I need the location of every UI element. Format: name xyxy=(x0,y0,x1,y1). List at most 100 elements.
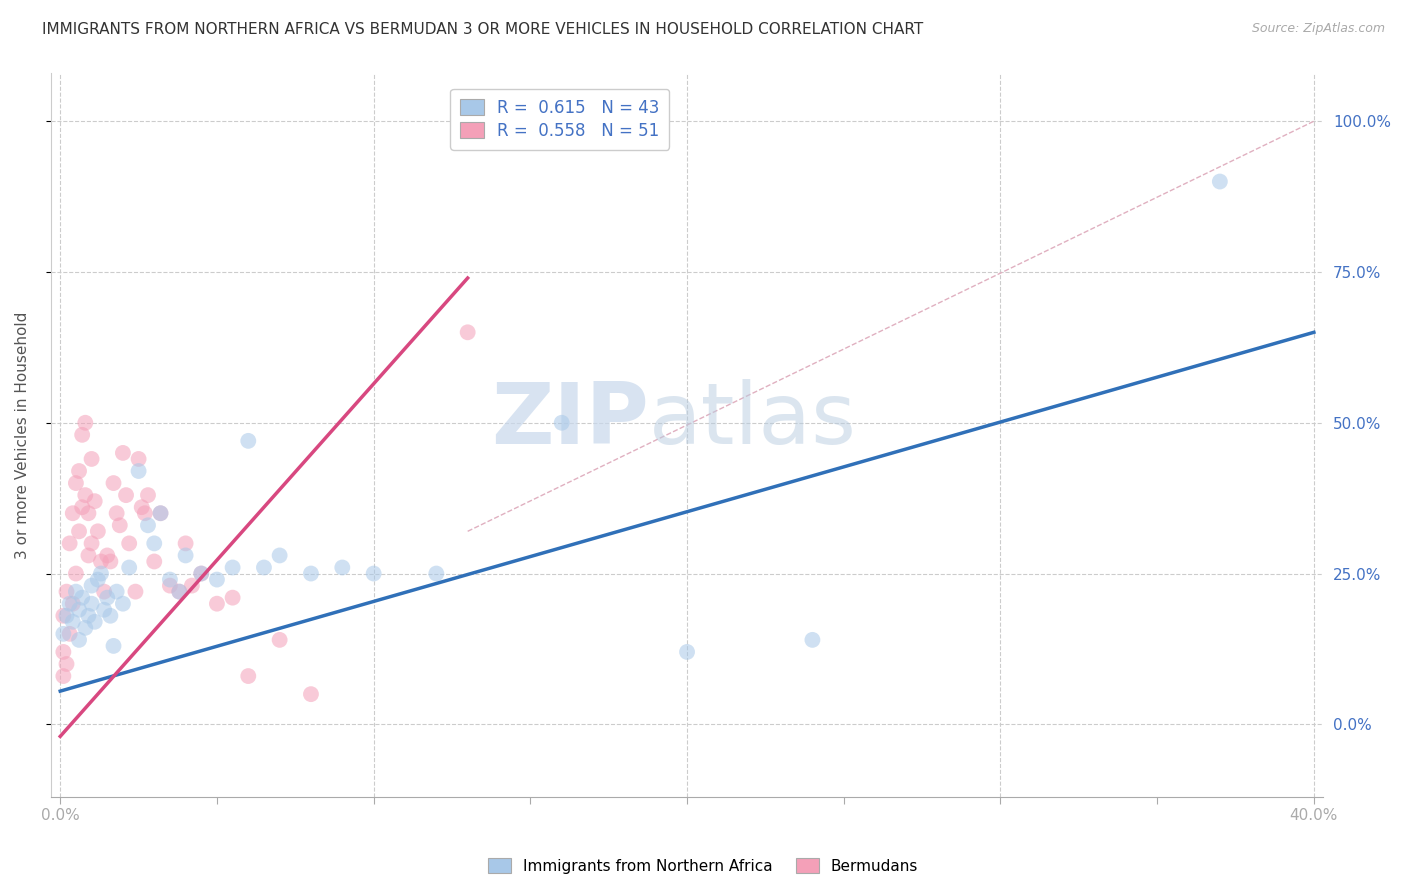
Point xyxy=(131,500,153,515)
Point xyxy=(136,518,159,533)
Point xyxy=(80,578,103,592)
Point xyxy=(67,632,90,647)
Legend: R =  0.615   N = 43, R =  0.558   N = 51: R = 0.615 N = 43, R = 0.558 N = 51 xyxy=(450,88,669,150)
Text: Source: ZipAtlas.com: Source: ZipAtlas.com xyxy=(1251,22,1385,36)
Point xyxy=(169,584,191,599)
Point xyxy=(801,632,824,647)
Point xyxy=(111,597,134,611)
Point xyxy=(83,615,105,629)
Point xyxy=(205,597,228,611)
Point xyxy=(55,584,77,599)
Point xyxy=(67,524,90,539)
Point xyxy=(62,597,84,611)
Point xyxy=(52,608,75,623)
Point xyxy=(55,657,77,671)
Point xyxy=(550,416,572,430)
Point xyxy=(52,669,75,683)
Point xyxy=(93,603,115,617)
Point xyxy=(149,506,172,520)
Point xyxy=(299,687,322,701)
Point xyxy=(75,488,97,502)
Point xyxy=(52,627,75,641)
Point xyxy=(52,645,75,659)
Point xyxy=(1209,175,1232,189)
Point xyxy=(118,536,141,550)
Point xyxy=(80,536,103,550)
Point xyxy=(96,591,118,605)
Point xyxy=(105,506,128,520)
Point xyxy=(143,554,166,568)
Y-axis label: 3 or more Vehicles in Household: 3 or more Vehicles in Household xyxy=(15,311,30,558)
Point xyxy=(149,506,172,520)
Point xyxy=(59,597,82,611)
Point xyxy=(65,476,87,491)
Point xyxy=(59,627,82,641)
Point xyxy=(136,488,159,502)
Point xyxy=(425,566,447,581)
Point xyxy=(159,573,181,587)
Point xyxy=(269,632,291,647)
Point xyxy=(128,464,150,478)
Point xyxy=(205,573,228,587)
Point xyxy=(221,560,243,574)
Point xyxy=(180,578,202,592)
Point xyxy=(238,434,260,448)
Point xyxy=(174,536,197,550)
Point xyxy=(299,566,322,581)
Point xyxy=(269,549,291,563)
Point xyxy=(62,615,84,629)
Point xyxy=(118,560,141,574)
Point xyxy=(62,506,84,520)
Point xyxy=(115,488,138,502)
Point xyxy=(90,554,112,568)
Point xyxy=(80,452,103,467)
Point xyxy=(103,639,125,653)
Point xyxy=(67,603,90,617)
Point xyxy=(93,584,115,599)
Text: IMMIGRANTS FROM NORTHERN AFRICA VS BERMUDAN 3 OR MORE VEHICLES IN HOUSEHOLD CORR: IMMIGRANTS FROM NORTHERN AFRICA VS BERMU… xyxy=(42,22,924,37)
Point xyxy=(103,476,125,491)
Point xyxy=(143,536,166,550)
Point xyxy=(100,608,122,623)
Point xyxy=(87,573,110,587)
Point xyxy=(77,549,100,563)
Point xyxy=(67,464,90,478)
Point xyxy=(457,326,479,340)
Point xyxy=(134,506,156,520)
Point xyxy=(363,566,385,581)
Text: ZIP: ZIP xyxy=(491,379,650,462)
Point xyxy=(676,645,699,659)
Point xyxy=(96,549,118,563)
Point xyxy=(70,427,93,442)
Point xyxy=(77,506,100,520)
Text: atlas: atlas xyxy=(650,379,856,462)
Point xyxy=(111,446,134,460)
Point xyxy=(190,566,212,581)
Point xyxy=(87,524,110,539)
Point xyxy=(253,560,276,574)
Point xyxy=(128,452,150,467)
Point xyxy=(75,621,97,635)
Point xyxy=(90,566,112,581)
Point xyxy=(59,536,82,550)
Point xyxy=(70,591,93,605)
Point xyxy=(174,549,197,563)
Point xyxy=(221,591,243,605)
Point xyxy=(77,608,100,623)
Point xyxy=(108,518,131,533)
Point xyxy=(70,500,93,515)
Point xyxy=(100,554,122,568)
Point xyxy=(55,608,77,623)
Point xyxy=(75,416,97,430)
Point xyxy=(80,597,103,611)
Point xyxy=(124,584,146,599)
Point xyxy=(159,578,181,592)
Point xyxy=(238,669,260,683)
Point xyxy=(190,566,212,581)
Legend: Immigrants from Northern Africa, Bermudans: Immigrants from Northern Africa, Bermuda… xyxy=(482,852,924,880)
Point xyxy=(330,560,353,574)
Point xyxy=(65,566,87,581)
Point xyxy=(169,584,191,599)
Point xyxy=(105,584,128,599)
Point xyxy=(83,494,105,508)
